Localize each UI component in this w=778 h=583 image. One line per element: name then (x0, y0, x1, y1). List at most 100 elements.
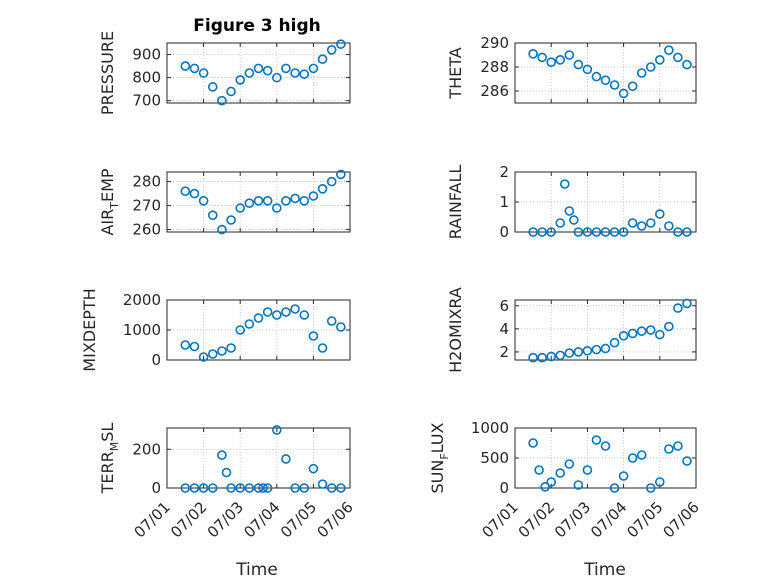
data-point (645, 62, 656, 72)
data-point (308, 191, 319, 201)
data-point (537, 52, 547, 63)
data-point (235, 483, 245, 493)
data-point (299, 483, 310, 493)
data-point (244, 68, 255, 78)
data-point (258, 483, 268, 493)
y-tick-label: 2 (499, 343, 509, 361)
y-axis-label: MIXDEPTH (80, 288, 99, 371)
data-point (573, 347, 584, 357)
data-point (682, 59, 692, 70)
data-point (600, 75, 611, 85)
data-point (207, 349, 218, 359)
data-point (636, 326, 647, 336)
x-axis-label-right: Time (583, 560, 626, 580)
data-point (235, 325, 245, 335)
data-point (618, 88, 629, 99)
data-point (290, 304, 300, 314)
data-point (326, 176, 337, 187)
y-tick-label: 0 (499, 479, 509, 497)
subplot-h2omixra: 2 4 6 H2OMIXRA (446, 287, 697, 373)
data-point (582, 64, 593, 75)
data-point (537, 352, 547, 363)
data-point (308, 63, 319, 74)
data-point (664, 221, 674, 231)
data-point (189, 483, 200, 493)
data-point (207, 82, 218, 92)
data-point (281, 307, 291, 317)
data-point (198, 483, 209, 493)
x-tick-label: 07/04 (587, 498, 630, 541)
data-point (627, 453, 638, 463)
data-point (555, 54, 566, 65)
data-point (244, 198, 255, 208)
data-point (618, 227, 629, 237)
y-axis-label: RAINFALL (446, 165, 465, 240)
data-point (654, 209, 665, 219)
y-axis-label: TERRMSL (98, 423, 121, 495)
x-tick-label: 07/03 (551, 498, 594, 541)
data-point (582, 227, 593, 237)
data-point (299, 69, 310, 79)
data-point (609, 337, 620, 348)
data-point (573, 227, 584, 237)
y-tick-label: 288 (480, 58, 509, 76)
subplot-sun-flux: 0 500 1000 SUNFLUX 07/0107/0207/0307/0407/05… (428, 419, 703, 541)
y-tick-label: 500 (480, 449, 509, 467)
y-tick-label: 4 (499, 320, 509, 338)
data-point (540, 481, 550, 492)
data-point (654, 329, 665, 340)
data-point (217, 224, 227, 235)
y-tick-label: 1000 (471, 419, 509, 437)
data-point (262, 65, 273, 76)
y-tick-label: 0 (151, 351, 161, 369)
data-point (226, 483, 236, 493)
data-point (636, 450, 647, 460)
axes-frame (514, 42, 697, 104)
data-point (235, 75, 245, 85)
data-point (180, 340, 191, 350)
y-axis-label: H2OMIXRA (446, 287, 465, 373)
data-point (537, 227, 547, 237)
data-point (217, 346, 227, 356)
data-point (226, 86, 236, 97)
data-point (534, 465, 544, 475)
data-point (271, 310, 282, 320)
data-point (569, 215, 579, 225)
data-point (673, 441, 683, 451)
data-point (336, 39, 346, 49)
data-point (336, 169, 346, 180)
y-tick-label: 2000 (123, 291, 161, 309)
axes-frame (166, 42, 351, 104)
data-point (573, 480, 584, 490)
data-point (609, 80, 620, 90)
data-point (281, 196, 291, 206)
x-tick-label: 07/05 (623, 498, 666, 541)
data-point (636, 68, 647, 78)
y-tick-label: 0 (151, 479, 161, 497)
data-point (654, 477, 665, 487)
data-point (253, 483, 264, 493)
data-point (673, 227, 683, 237)
data-point (317, 343, 328, 353)
data-point (262, 196, 273, 206)
data-point (591, 71, 602, 82)
data-point (627, 81, 638, 91)
y-tick-label: 1000 (123, 321, 161, 339)
x-tick-label: 07/04 (240, 498, 283, 541)
y-axis-label: SUNFLUX (428, 422, 451, 493)
x-tick-label: 07/02 (167, 498, 210, 541)
data-point (591, 344, 602, 355)
data-point (564, 50, 575, 60)
data-point (528, 438, 538, 448)
data-point (664, 321, 674, 332)
data-point (244, 483, 255, 493)
subplot-terr-msl: 0 200 TERRMSL 07/0107/0207/0307/0407/0507/0… (98, 423, 357, 542)
data-point (290, 483, 300, 493)
x-tick-label: 07/02 (515, 498, 558, 541)
x-tick-label: 07/06 (660, 498, 703, 541)
data-point (317, 479, 328, 489)
data-point (221, 467, 232, 478)
data-point (253, 196, 264, 206)
